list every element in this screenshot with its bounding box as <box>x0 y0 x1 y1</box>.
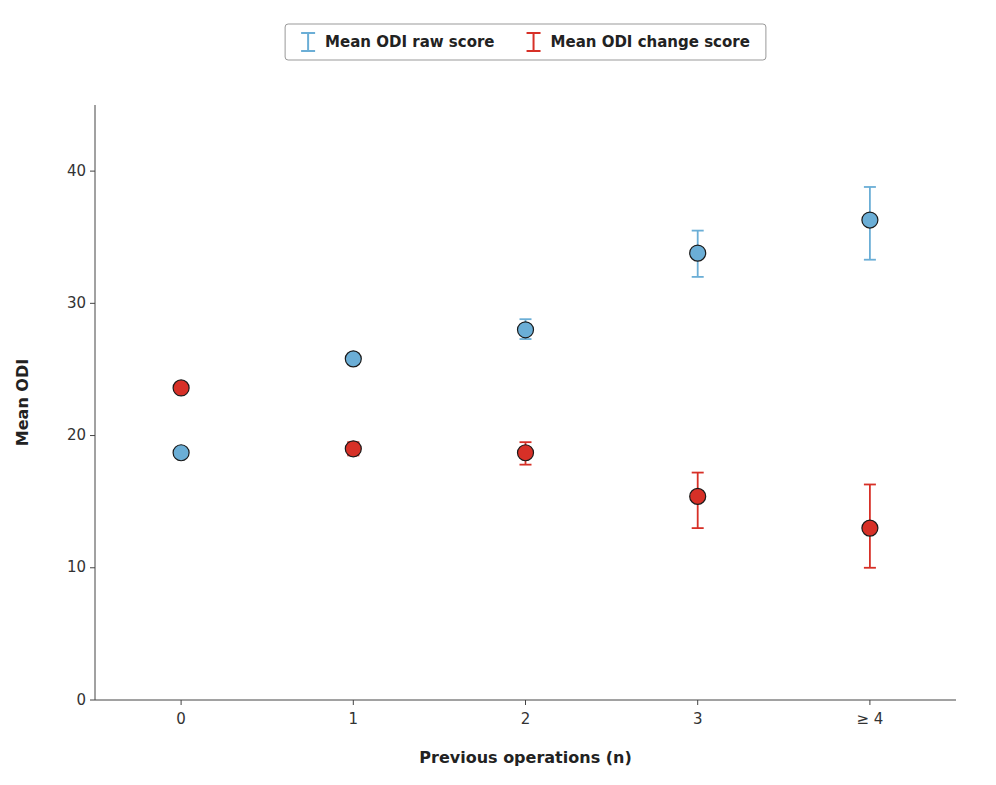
x-tick-label: 3 <box>693 710 703 728</box>
y-tick <box>90 171 95 172</box>
legend-label: Mean ODI raw score <box>325 33 494 51</box>
chart: 0 10 20 30 40 0 1 2 3 ≥ 4 Previous operations (n) M… <box>0 0 996 785</box>
legend-icon-stem <box>307 33 309 51</box>
legend-frame <box>285 24 766 60</box>
x-tick-label: 1 <box>349 710 359 728</box>
error-bar-cap <box>864 186 876 188</box>
x-tick <box>525 700 526 705</box>
x-tick-label: 2 <box>521 710 531 728</box>
marker <box>690 245 706 261</box>
legend-icon <box>301 33 315 51</box>
error-bar-cap <box>864 567 876 569</box>
error-bar-cap <box>520 441 532 443</box>
error-bar-cap <box>864 484 876 486</box>
y-tick-label: 10 <box>67 558 86 576</box>
error-bar-cap <box>864 259 876 261</box>
y-tick <box>90 435 95 436</box>
x-tick-label: 0 <box>176 710 186 728</box>
marker <box>518 445 534 461</box>
marker <box>345 441 361 457</box>
marker <box>173 445 189 461</box>
y-axis-label: Mean ODI <box>13 359 32 446</box>
y-tick-label: 30 <box>67 294 86 312</box>
error-bar-cap <box>692 527 704 529</box>
error-bar-cap <box>692 472 704 474</box>
x-axis-label: Previous operations (n) <box>419 748 631 767</box>
legend-icon-cap <box>527 50 541 52</box>
legend-item: Mean ODI change score <box>527 33 750 52</box>
legend-item: Mean ODI raw score <box>301 33 494 52</box>
marker <box>862 212 878 228</box>
page: {"chart_data": {"type": "errorbar", "cat… <box>0 0 996 785</box>
marker <box>345 351 361 367</box>
legend-icon-stem <box>533 33 535 51</box>
x-tick <box>869 700 870 705</box>
error-bar-cap <box>520 338 532 340</box>
legend-icon-cap <box>527 32 541 34</box>
error-bar-cap <box>520 464 532 466</box>
y-tick-label: 0 <box>76 691 86 709</box>
legend-icon-cap <box>301 32 315 34</box>
error-bar-cap <box>692 276 704 278</box>
marker <box>862 520 878 536</box>
y-tick-label: 20 <box>67 426 86 444</box>
x-tick <box>353 700 354 705</box>
legend-icon-cap <box>301 50 315 52</box>
legend: Mean ODI raw score Mean ODI change score <box>285 24 766 60</box>
marker <box>690 488 706 504</box>
y-tick <box>90 567 95 568</box>
error-bar-cap <box>692 230 704 232</box>
error-bar-cap <box>520 318 532 320</box>
legend-icon <box>527 33 541 51</box>
y-tick <box>90 303 95 304</box>
plot-area <box>173 187 878 568</box>
marker <box>173 380 189 396</box>
x-tick-label: ≥ 4 <box>856 710 883 728</box>
y-tick-label: 40 <box>67 162 86 180</box>
y-tick <box>90 700 95 701</box>
legend-label: Mean ODI change score <box>551 33 750 51</box>
marker <box>518 322 534 338</box>
y-axis-line <box>95 105 96 700</box>
x-tick <box>697 700 698 705</box>
x-tick <box>181 700 182 705</box>
